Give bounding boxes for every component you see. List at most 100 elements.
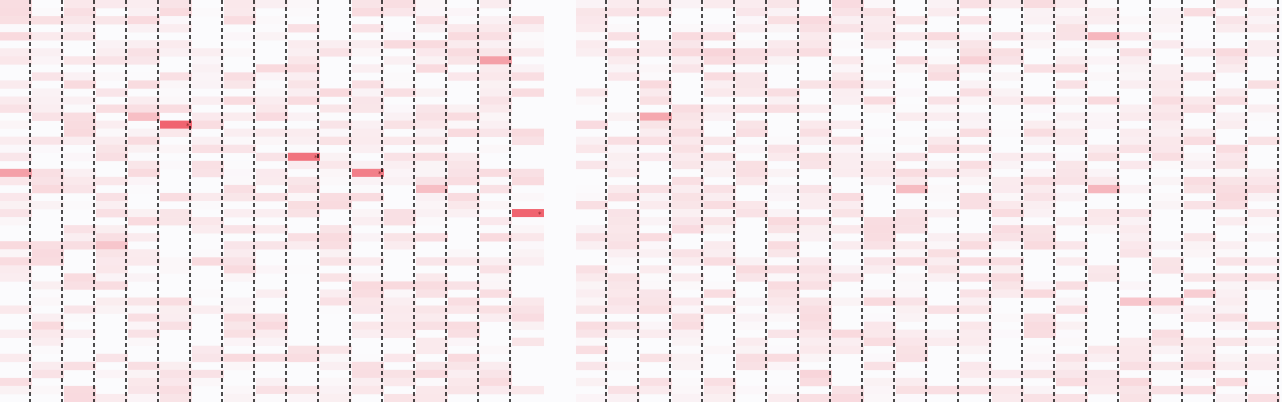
heatmap-cell <box>1088 385 1120 395</box>
heatmap-cell <box>640 112 672 121</box>
heatmap-cell <box>32 249 64 258</box>
heatmap-cell <box>768 257 800 266</box>
heatmap-cell <box>320 136 352 146</box>
heatmap-cell <box>992 217 1024 226</box>
heatmap-cell <box>736 385 768 395</box>
heatmap-cell <box>640 289 672 298</box>
heatmap-cell <box>1120 144 1152 154</box>
heatmap-cell <box>768 225 800 234</box>
heatmap-cell <box>288 209 320 218</box>
heatmap-cell <box>256 313 288 322</box>
heatmap-cell <box>1216 289 1248 298</box>
heatmap-cell <box>1152 329 1184 338</box>
heatmap-cell <box>64 305 96 314</box>
heatmap-cell <box>960 385 992 395</box>
heatmap-cell <box>416 361 448 371</box>
heatmap-cell <box>448 369 480 379</box>
heatmap-cell <box>768 289 800 298</box>
heatmap-cell <box>896 369 928 379</box>
heatmap-cell <box>672 32 704 41</box>
heatmap-cell <box>1216 257 1248 266</box>
heatmap-cell <box>384 152 416 162</box>
heatmap-cell <box>1056 0 1088 9</box>
heatmap-cell <box>160 128 192 137</box>
heatmap-cell <box>832 88 864 97</box>
heatmap-cell <box>832 265 864 274</box>
heatmap-cell <box>896 353 928 363</box>
heatmap-cell <box>480 369 512 379</box>
heatmap-cell <box>416 305 448 314</box>
heatmap-cell <box>928 32 960 41</box>
heatmap-cell <box>480 305 512 314</box>
heatmap-cell <box>256 104 288 113</box>
heatmap-cell <box>576 0 608 9</box>
heatmap-cell <box>960 377 992 387</box>
heatmap-cell <box>352 297 384 306</box>
heatmap-cell <box>864 361 896 371</box>
heatmap-cell <box>704 209 736 218</box>
heatmap-cell <box>256 24 288 33</box>
heatmap-cell <box>1056 305 1088 314</box>
heatmap-cell <box>1248 8 1280 17</box>
heatmap-cell <box>1024 289 1056 298</box>
heatmap-cell <box>480 80 512 89</box>
heatmap-cell <box>864 32 896 41</box>
heatmap-cell <box>64 241 96 250</box>
heatmap-cell <box>640 385 672 395</box>
heatmap-cell <box>896 305 928 314</box>
heatmap-cell <box>384 80 416 89</box>
heatmap-cell <box>224 265 256 274</box>
heatmap-cell <box>416 24 448 33</box>
heatmap-cell <box>192 56 224 65</box>
heatmap-cell <box>576 281 608 290</box>
heatmap-cell <box>992 32 1024 41</box>
heatmap-cell <box>224 361 256 371</box>
heatmap-cell <box>800 192 832 202</box>
heatmap-cell <box>384 329 416 338</box>
heatmap-cell <box>64 152 96 162</box>
heatmap-cell <box>832 144 864 154</box>
heatmap-cell <box>224 241 256 250</box>
heatmap-cell <box>736 321 768 330</box>
heatmap-cell <box>608 8 640 17</box>
heatmap-cell <box>32 8 64 17</box>
heatmap-cell <box>64 385 96 395</box>
heatmap-cell <box>288 241 320 250</box>
heatmap-cell <box>480 201 512 210</box>
heatmap-cell <box>672 201 704 210</box>
heatmap-cell <box>64 104 96 113</box>
heatmap-cell <box>1024 104 1056 113</box>
heatmap-cell <box>416 88 448 97</box>
heatmap-cell <box>32 369 64 379</box>
heatmap-cell <box>96 209 128 218</box>
heatmap-cell <box>1056 321 1088 330</box>
heatmap-cell <box>384 40 416 49</box>
heatmap-cell <box>352 369 384 379</box>
heatmap-cell <box>672 297 704 306</box>
heatmap-cell <box>672 361 704 371</box>
heatmap-cell <box>1024 241 1056 250</box>
heatmap-cell <box>1152 136 1184 146</box>
heatmap-cell <box>0 136 32 146</box>
heatmap-cell <box>768 345 800 355</box>
heatmap-cell <box>128 168 160 178</box>
heatmap-cell <box>448 305 480 314</box>
heatmap-cell <box>512 217 544 226</box>
heatmap-cell <box>160 385 192 395</box>
heatmap-cell <box>480 40 512 49</box>
heatmap-cell <box>1088 32 1120 41</box>
heatmap-cell <box>736 353 768 363</box>
heatmap-cell <box>832 192 864 202</box>
heatmap-cell <box>864 241 896 250</box>
heatmap-cell <box>736 209 768 218</box>
heatmap-cell <box>384 313 416 322</box>
heatmap-cell <box>416 152 448 162</box>
heatmap-cell <box>32 56 64 65</box>
heatmap-cell <box>352 233 384 242</box>
heatmap-cell <box>448 257 480 266</box>
heatmap-cell <box>1088 377 1120 387</box>
heatmap-cell <box>1152 257 1184 266</box>
heatmap-cell <box>480 168 512 178</box>
heatmap-cell <box>960 305 992 314</box>
heatmap-cell <box>96 281 128 290</box>
